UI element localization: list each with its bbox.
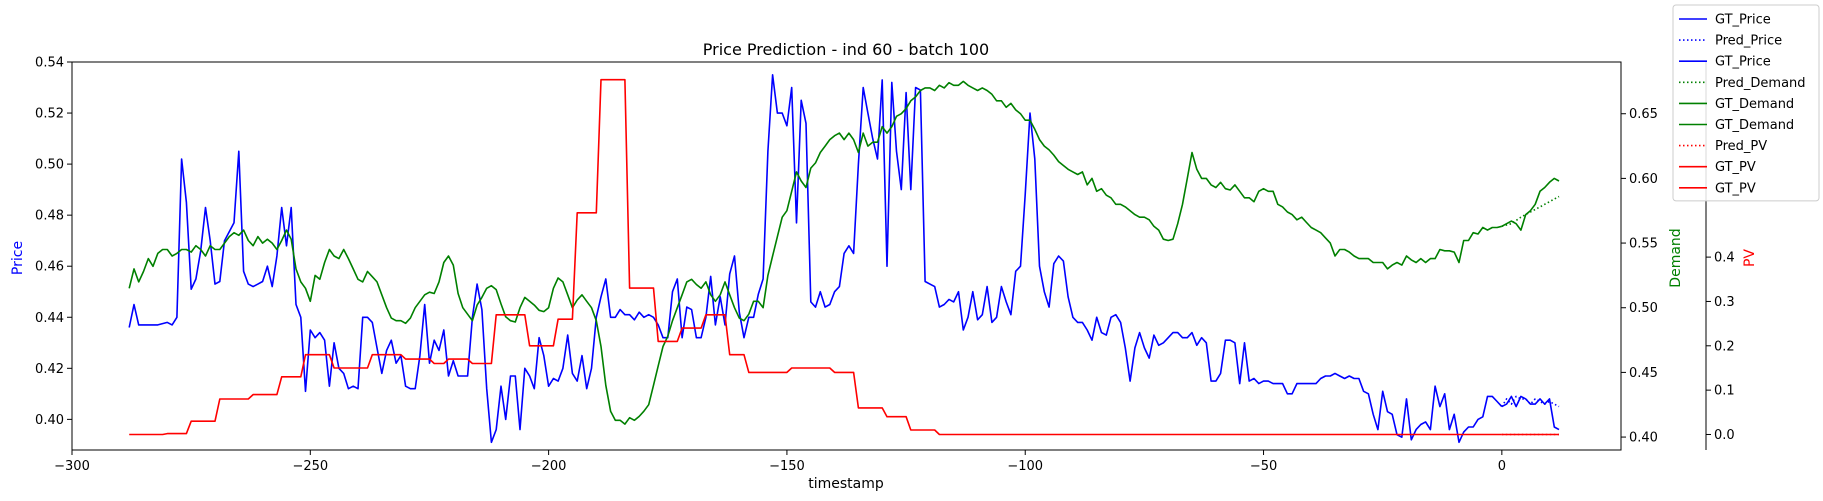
x-tick-label: −50	[1250, 459, 1277, 474]
x-tick-label: 0	[1498, 459, 1506, 474]
legend-label: Pred_PV	[1715, 139, 1767, 154]
series-gt-demand-line	[1501, 177, 1560, 231]
x-axis: −300 −250 −200 −150 −100 −50 0	[54, 450, 1506, 474]
series-gt-demand-line	[128, 80, 1502, 425]
pv-tick-label: 0.4	[1714, 251, 1735, 266]
pv-tick-label: 0.0	[1714, 428, 1735, 443]
price-tick-label: 0.50	[35, 158, 64, 173]
legend: GT_Price Pred_Price GT_Price Pred_Demand GT_…	[1672, 4, 1820, 202]
legend-label: GT_PV	[1715, 160, 1756, 175]
demand-axis-label: Demand	[1668, 228, 1684, 287]
x-tick-label: −150	[769, 459, 805, 474]
price-tick-label: 0.48	[35, 209, 64, 224]
legend-label: Pred_Demand	[1715, 76, 1806, 91]
legend-label: GT_Demand	[1715, 118, 1794, 133]
series-pred-price-line	[1501, 395, 1560, 408]
plot-area	[71, 61, 1622, 451]
demand-axis: 0.40 0.45 0.50 0.55 0.60 0.65	[1621, 107, 1658, 446]
x-tick-label: −100	[1007, 459, 1043, 474]
legend-label: GT_Price	[1715, 13, 1771, 28]
demand-tick-label: 0.60	[1629, 172, 1658, 187]
series-gt-price-line	[128, 74, 1503, 444]
legend-label: GT_PV	[1715, 181, 1756, 196]
pv-tick-label: 0.3	[1714, 295, 1735, 310]
demand-tick-label: 0.50	[1629, 301, 1658, 316]
demand-tick-label: 0.55	[1629, 237, 1658, 252]
price-tick-label: 0.52	[35, 107, 64, 122]
pv-tick-label: 0.2	[1714, 339, 1735, 354]
demand-tick-label: 0.65	[1629, 107, 1658, 122]
pv-tick-label: 0.1	[1714, 384, 1735, 399]
demand-tick-label: 0.45	[1629, 366, 1658, 381]
series-gt-price-line	[1501, 395, 1560, 431]
pv-axis-label: PV	[1742, 249, 1758, 267]
series-pred-demand-line	[1501, 195, 1560, 228]
x-tick-label: −200	[531, 459, 567, 474]
price-tick-label: 0.46	[35, 260, 64, 275]
price-tick-label: 0.44	[35, 311, 64, 326]
series-gt-pv-line	[129, 78, 1502, 436]
demand-tick-label: 0.40	[1629, 431, 1658, 446]
x-tick-label: −250	[292, 459, 328, 474]
price-tick-label: 0.42	[35, 362, 64, 377]
price-tick-label: 0.54	[35, 56, 64, 71]
price-axis-label: Price	[10, 241, 26, 275]
price-tick-label: 0.40	[35, 413, 64, 428]
legend-box	[1672, 4, 1820, 202]
x-tick-label: −300	[54, 459, 90, 474]
legend-label: Pred_Price	[1715, 34, 1782, 49]
chart-title: Price Prediction - ind 60 - batch 100	[703, 40, 989, 59]
price-axis: 0.40 0.42 0.44 0.46 0.48 0.50 0.52 0.54	[35, 56, 72, 428]
plot-frame	[71, 61, 1622, 451]
legend-label: GT_Price	[1715, 55, 1771, 70]
legend-label: GT_Demand	[1715, 97, 1794, 112]
x-axis-label: timestamp	[808, 476, 884, 492]
